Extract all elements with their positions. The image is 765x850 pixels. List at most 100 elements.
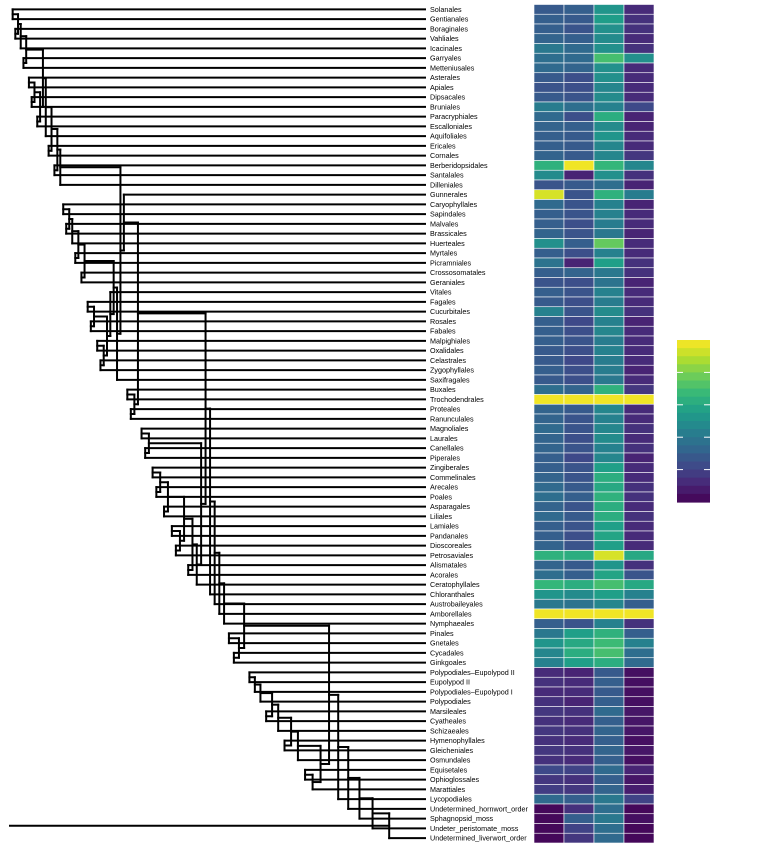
heatmap-cell xyxy=(533,735,565,746)
tip-label: Saxifragales xyxy=(430,375,470,384)
tip-label: Liliales xyxy=(430,512,452,521)
tip-label: Ericales xyxy=(430,141,456,150)
heatmap-cell xyxy=(593,325,625,337)
heatmap-cell xyxy=(563,530,595,542)
heatmap-cell xyxy=(623,481,655,493)
heatmap-cell xyxy=(593,91,625,103)
heatmap-cell xyxy=(563,62,595,74)
heatmap-cell xyxy=(623,628,655,639)
heatmap-cell xyxy=(533,442,565,454)
heatmap-cell xyxy=(533,598,565,610)
heatmap-cell xyxy=(593,462,625,473)
tip-label: Oxalidales xyxy=(430,346,464,355)
heatmap-cell xyxy=(563,257,595,269)
heatmap-cell xyxy=(593,247,625,259)
tip-label: Gentianales xyxy=(430,15,469,24)
heatmap-cell xyxy=(533,111,565,122)
colorbar-segment xyxy=(677,340,710,349)
heatmap-cell xyxy=(533,33,565,44)
heatmap-cell xyxy=(623,13,655,25)
tip-label: Boraginales xyxy=(430,24,468,33)
colorbar-segment xyxy=(677,372,710,382)
heatmap-cell xyxy=(623,101,655,113)
colorbar-segment xyxy=(677,477,710,487)
heatmap-cell xyxy=(563,160,595,171)
heatmap-cell xyxy=(563,462,595,473)
heatmap-cell xyxy=(593,813,625,824)
heatmap-cell xyxy=(563,472,595,483)
heatmap-cell xyxy=(533,43,565,54)
heatmap-cell xyxy=(623,793,655,805)
heatmap-cell xyxy=(533,247,565,259)
heatmap-cell xyxy=(563,179,595,191)
heatmap-cell xyxy=(593,715,625,727)
tip-label: Laurales xyxy=(430,434,458,443)
heatmap-cell xyxy=(593,238,625,249)
heatmap-cell xyxy=(593,491,625,503)
heatmap-cell xyxy=(623,754,655,766)
heatmap-cell xyxy=(593,754,625,766)
heatmap-cell xyxy=(533,238,565,249)
heatmap-cell xyxy=(623,618,655,629)
heatmap-cell xyxy=(623,784,655,795)
heatmap-cell xyxy=(623,462,655,473)
heatmap-cell xyxy=(533,228,565,239)
heatmap-cell xyxy=(563,130,595,142)
heatmap-cell xyxy=(533,296,565,308)
heatmap-cell xyxy=(563,13,595,25)
heatmap-cell xyxy=(593,774,625,785)
heatmap-cell xyxy=(593,589,625,600)
heatmap-cell xyxy=(533,374,565,386)
heatmap-cell xyxy=(593,160,625,171)
heatmap-cell xyxy=(533,208,565,220)
heatmap-cell xyxy=(623,501,655,512)
heatmap-cell xyxy=(533,384,565,395)
heatmap-cell xyxy=(533,82,565,93)
heatmap-cell xyxy=(593,179,625,191)
heatmap-cell xyxy=(623,774,655,785)
heatmap-cell xyxy=(533,803,565,815)
heatmap-cell xyxy=(623,511,655,522)
heatmap-cell xyxy=(563,813,595,824)
heatmap-cell xyxy=(533,423,565,434)
heatmap-cell xyxy=(563,218,595,230)
heatmap-cell xyxy=(533,637,565,649)
heatmap-cell xyxy=(563,228,595,239)
heatmap-cell xyxy=(563,667,595,678)
heatmap-cell xyxy=(533,793,565,805)
heatmap-cell xyxy=(593,121,625,132)
heatmap-cell xyxy=(533,13,565,25)
heatmap-cell xyxy=(593,442,625,454)
heatmap-cell xyxy=(533,647,565,659)
tip-label: Apiales xyxy=(430,83,454,92)
heatmap-cell xyxy=(533,4,565,15)
heatmap-cell xyxy=(563,618,595,629)
heatmap-cell xyxy=(533,472,565,483)
tip-label: Garryales xyxy=(430,54,462,63)
heatmap-cell xyxy=(593,823,625,834)
heatmap-cell xyxy=(593,23,625,35)
heatmap-cell xyxy=(563,306,595,317)
heatmap-cell xyxy=(563,686,595,698)
heatmap-cell xyxy=(533,72,565,83)
heatmap-cell xyxy=(533,452,565,464)
heatmap-cell xyxy=(623,52,655,64)
heatmap-cell xyxy=(593,374,625,386)
heatmap-cell xyxy=(563,316,595,327)
heatmap-cell xyxy=(623,179,655,191)
heatmap-cell xyxy=(533,540,565,551)
heatmap-cell xyxy=(623,228,655,239)
heatmap-cell xyxy=(623,247,655,259)
heatmap-cell xyxy=(593,345,625,356)
tip-label: Sapindales xyxy=(430,210,466,219)
heatmap-cell xyxy=(593,540,625,551)
tip-label: Petrosaviales xyxy=(430,551,474,560)
heatmap-cell xyxy=(593,111,625,122)
heatmap-cell xyxy=(623,745,655,756)
tip-label: Celastrales xyxy=(430,356,466,365)
heatmap-cell xyxy=(623,598,655,610)
heatmap-cell xyxy=(593,608,625,620)
heatmap-cell xyxy=(623,637,655,649)
heatmap-cell xyxy=(623,715,655,727)
